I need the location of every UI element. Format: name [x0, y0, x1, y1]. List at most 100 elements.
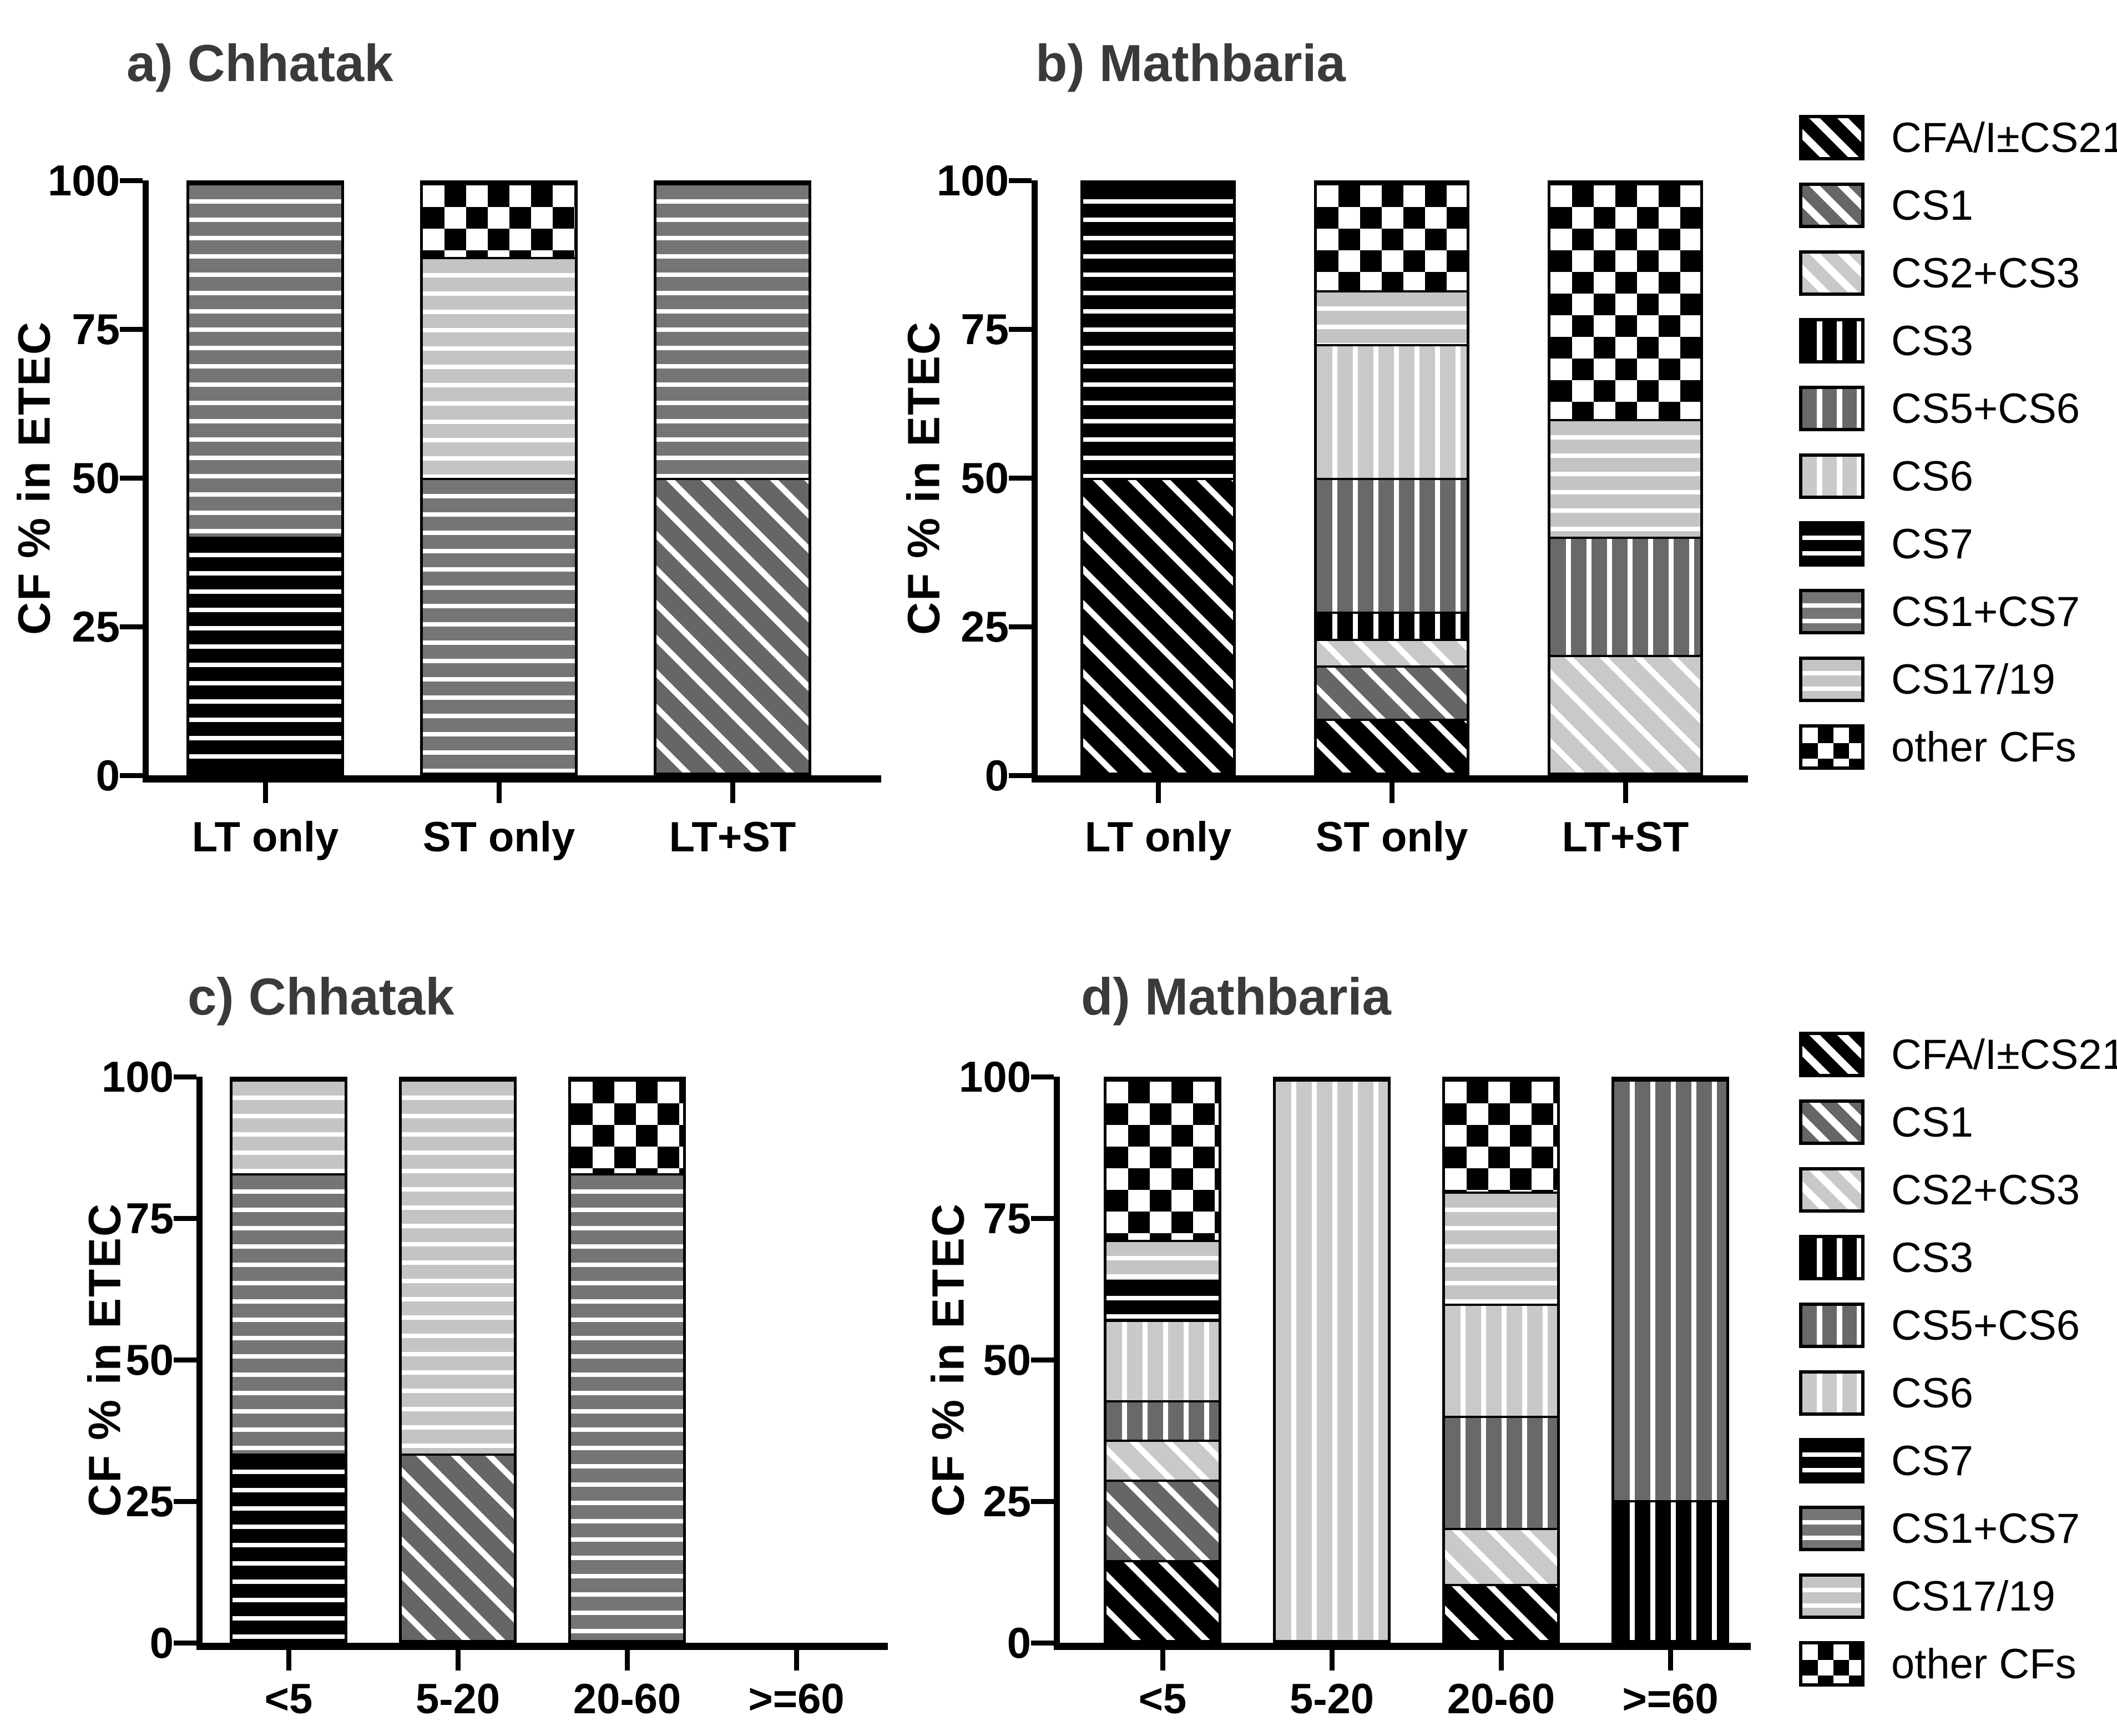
x-category-label: ST only [422, 814, 575, 861]
bar-segment-CS6 [1317, 344, 1467, 478]
y-tick-label: 50 [983, 1335, 1031, 1384]
legend-entry: other CFs [1799, 1640, 2117, 1688]
y-tick-mark [1009, 326, 1032, 332]
bar-segment-CS1 [402, 1453, 514, 1640]
legend-label: other CFs [1891, 1640, 2076, 1688]
x-category-label: ST only [1315, 814, 1468, 861]
legend-entry: other CFs [1799, 724, 2117, 771]
x-category-label: LT+ST [669, 814, 796, 861]
legend-label: CS3 [1891, 1234, 1973, 1281]
legend-swatch-diag-icon [1799, 1032, 1865, 1077]
bar-segment-CS3 [1614, 1500, 1726, 1640]
legend-entry: CS7 [1799, 1437, 2117, 1485]
legend-swatch-vert-icon [1799, 1370, 1865, 1416]
y-tick-mark [120, 475, 143, 481]
legend-swatch-horiz-icon [1799, 521, 1865, 567]
bar-segment-CS17/19 [1550, 418, 1700, 537]
x-category-label: 5-20 [415, 1676, 501, 1723]
x-category-label: >=60 [748, 1676, 845, 1723]
stacked-bar-ST only [420, 180, 578, 775]
legend-swatch-vert-icon [1799, 1235, 1865, 1280]
x-category-label: 20-60 [573, 1676, 681, 1723]
x-category-label: >=60 [1622, 1676, 1719, 1723]
y-tick-label: 75 [125, 1194, 174, 1243]
legend-label: CS17/19 [1891, 1572, 2055, 1620]
legend-entry: CS6 [1799, 1369, 2117, 1417]
bar-segment-CS3 [1317, 612, 1467, 639]
y-tick-mark [174, 1074, 196, 1079]
y-tick-label: 0 [1007, 1618, 1031, 1667]
bar-segment-CS17/19 [1107, 1239, 1219, 1280]
legend-swatch-checker-icon [1799, 724, 1865, 770]
panel-d-title: d) Mathbaria [1081, 967, 1391, 1026]
legend-swatch-checker-icon [1799, 1641, 1865, 1687]
x-tick-mark [1155, 783, 1161, 803]
bar-segment-CS5+CS6 [1550, 537, 1700, 655]
legend-label: CS17/19 [1891, 655, 2055, 703]
y-tick-mark [1031, 1357, 1054, 1362]
bar-segment-CS5+CS6 [1614, 1079, 1726, 1500]
y-tick-label: 50 [125, 1335, 174, 1384]
x-axis-line [1054, 1643, 1751, 1650]
x-tick-mark [1668, 1650, 1673, 1671]
bar-segment-CS5+CS6 [1107, 1400, 1219, 1440]
legend-swatch-horiz-icon [1799, 657, 1865, 702]
legend-label: CFA/I±CS21 [1891, 1031, 2117, 1078]
y-tick-mark [174, 1215, 196, 1221]
legend-entry: CS17/19 [1799, 655, 2117, 703]
legend-entry: CS2+CS3 [1799, 250, 2117, 297]
x-tick-mark [262, 783, 268, 803]
panel-b-plot-area: 0 25 50 75 100 LT only ST only LT+ST [937, 158, 1748, 861]
y-tick-label: 0 [984, 751, 1009, 800]
y-tick-label: 0 [149, 1618, 174, 1667]
legend-swatch-diag-icon [1799, 115, 1865, 160]
y-tick-label: 75 [72, 305, 120, 354]
legend-entry: CS1 [1799, 1099, 2117, 1146]
x-tick-mark [1498, 1650, 1504, 1671]
bar-segment-CS1+CS7 [656, 183, 809, 478]
y-tick-label: 75 [983, 1194, 1031, 1243]
x-category-label: 5-20 [1289, 1676, 1375, 1723]
bar-segment-other CFs [423, 183, 575, 257]
x-category-label: LT only [1084, 814, 1232, 861]
panel-d-plot-area: 0 25 50 75 100 <5 5-20 20-60 >=60 [959, 1054, 1751, 1723]
bar-segment-CS2+CS3 [1107, 1440, 1219, 1480]
legend-label: CS7 [1891, 520, 1973, 568]
legend-swatch-diag-icon [1799, 183, 1865, 228]
legend-label: CFA/I±CS21 [1891, 114, 2117, 162]
x-category-label: LT+ST [1562, 814, 1689, 861]
y-tick-label: 25 [125, 1477, 174, 1526]
y-tick-label: 100 [958, 1052, 1031, 1101]
bar-segment-CS2+CS3 [1550, 654, 1700, 773]
bar-segment-CFA/I±CS21 [1317, 719, 1467, 773]
y-axis-line [1054, 1077, 1060, 1650]
x-tick-mark [624, 1650, 630, 1671]
y-axis-line [196, 1077, 203, 1650]
legend-swatch-diag-icon [1799, 1167, 1865, 1213]
stacked-bar-5-20 [399, 1077, 517, 1643]
stacked-bar-LT only [186, 180, 344, 775]
bar-segment-CS6 [1107, 1320, 1219, 1400]
x-tick-mark [794, 1650, 799, 1671]
bar-segment-CS5+CS6 [1445, 1416, 1557, 1528]
y-tick-mark [1009, 624, 1032, 629]
panel-c-title: c) Chhatak [188, 967, 454, 1026]
y-tick-mark [120, 326, 143, 332]
y-tick-label: 100 [101, 1052, 174, 1101]
legend-label: CS6 [1891, 1369, 1973, 1417]
legend-swatch-vert-icon [1799, 318, 1865, 364]
legend-top: CFA/I±CS21 CS1 CS2+CS3 CS3 CS5+CS6 CS6 CS7 CS1+… [1799, 114, 2117, 792]
y-tick-label: 25 [961, 602, 1009, 651]
legend-swatch-vert-icon [1799, 1303, 1865, 1348]
y-tick-label: 75 [961, 305, 1009, 354]
legend-label: CS5+CS6 [1891, 1301, 2080, 1349]
legend-entry: CS5+CS6 [1799, 385, 2117, 432]
panel-a-title: a) Chhatak [127, 34, 393, 92]
panel-d-y-axis-label: CF % in ETEC [923, 1202, 974, 1517]
stacked-bar-LT+ST [1548, 180, 1703, 775]
bar-segment-CS1 [1317, 665, 1467, 719]
x-tick-mark [1329, 1650, 1335, 1671]
legend-swatch-horiz-icon [1799, 589, 1865, 634]
bar-segment-CS7 [1083, 183, 1233, 478]
